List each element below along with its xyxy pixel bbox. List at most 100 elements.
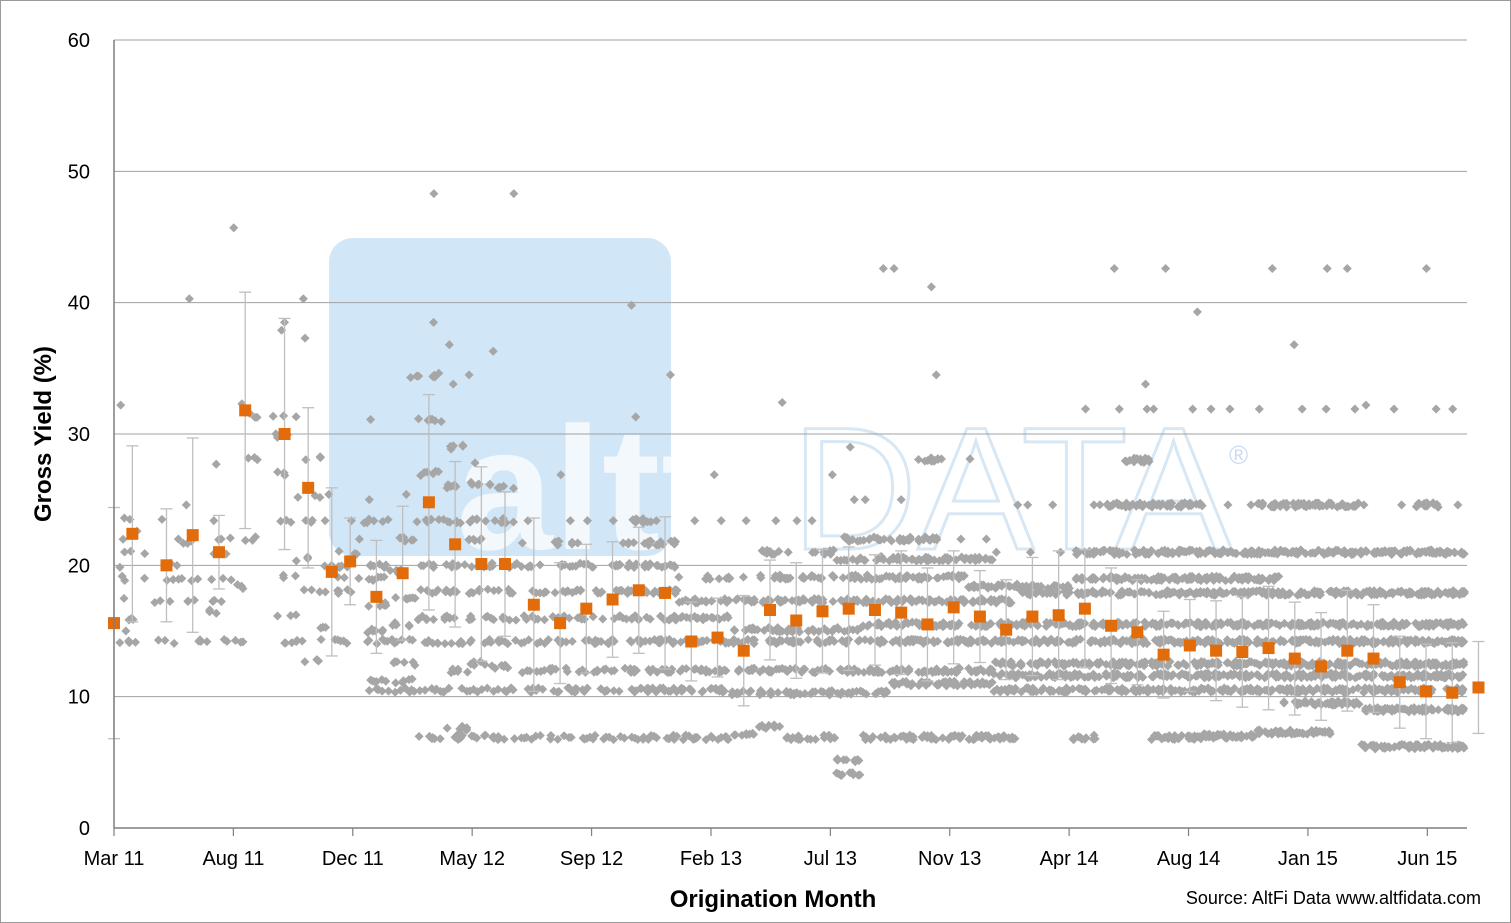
loan-point xyxy=(837,770,847,780)
mean-marker xyxy=(475,558,488,571)
loan-point xyxy=(124,636,134,646)
loan-point xyxy=(677,596,687,606)
mean-marker xyxy=(580,602,593,615)
loan-point xyxy=(620,663,630,673)
loan-point xyxy=(130,637,140,647)
loan-point xyxy=(480,638,490,648)
loan-point xyxy=(406,535,417,545)
loan-point xyxy=(732,688,742,698)
loan-point xyxy=(469,660,479,670)
loan-point xyxy=(268,411,278,421)
loan-point xyxy=(570,684,581,694)
loan-point xyxy=(848,554,858,564)
loan-point xyxy=(173,534,183,544)
loan-point xyxy=(445,517,455,527)
loan-point xyxy=(499,734,509,744)
loan-point xyxy=(708,613,718,623)
mean-marker xyxy=(1393,676,1406,689)
loan-point xyxy=(829,636,839,646)
loan-point xyxy=(1192,307,1202,317)
loan-point xyxy=(293,492,303,502)
loan-point xyxy=(599,665,610,675)
loan-point xyxy=(573,538,583,548)
loan-point xyxy=(676,613,686,623)
loan-point xyxy=(911,596,921,606)
loan-point xyxy=(714,574,724,584)
loan-point xyxy=(1350,404,1360,414)
x-tick-label: Aug 14 xyxy=(1157,848,1220,870)
loan-point xyxy=(849,573,859,583)
loan-point xyxy=(849,495,859,505)
loan-point xyxy=(748,728,758,738)
mean-marker xyxy=(302,481,315,494)
loan-point xyxy=(925,554,935,564)
loan-point xyxy=(840,533,850,543)
loan-point xyxy=(399,657,409,667)
loan-point xyxy=(868,667,878,677)
mean-marker xyxy=(1105,619,1118,632)
loan-point xyxy=(878,263,888,274)
x-axis-title: Origination Month xyxy=(670,886,877,913)
loan-point xyxy=(943,667,953,678)
loan-point xyxy=(642,537,653,547)
loan-point xyxy=(306,517,316,527)
loan-point xyxy=(216,597,226,607)
loan-point xyxy=(697,687,707,697)
loan-point xyxy=(300,657,310,667)
loan-point xyxy=(681,730,691,740)
loan-point xyxy=(286,611,296,621)
loan-point xyxy=(828,596,838,607)
loan-point xyxy=(497,636,507,646)
loan-point xyxy=(527,611,537,621)
loan-point xyxy=(602,686,612,696)
loan-point xyxy=(720,732,730,742)
loan-point xyxy=(665,370,675,380)
loan-point xyxy=(479,731,489,741)
loan-point xyxy=(859,535,869,545)
loan-point xyxy=(655,683,665,693)
watermark-box xyxy=(329,238,671,556)
mean-marker xyxy=(126,527,139,540)
loan-point xyxy=(532,638,542,648)
loan-point xyxy=(535,588,545,598)
loan-point xyxy=(807,516,817,526)
loan-point xyxy=(871,573,881,583)
loan-point xyxy=(852,686,862,696)
loan-point xyxy=(860,555,870,565)
mean-marker xyxy=(422,496,435,509)
mean-marker xyxy=(186,529,199,542)
loan-points xyxy=(115,189,1469,781)
loan-point xyxy=(313,656,324,666)
loan-point xyxy=(315,453,325,463)
loan-point xyxy=(621,614,631,624)
loan-point xyxy=(886,598,896,608)
loan-point xyxy=(652,733,662,743)
mean-marker xyxy=(947,601,960,614)
mean-marker xyxy=(711,631,724,644)
loan-point xyxy=(766,690,776,700)
loan-point xyxy=(489,586,499,596)
loan-point xyxy=(460,560,470,570)
loan-point xyxy=(370,626,380,636)
loan-point xyxy=(536,666,546,677)
loan-point xyxy=(516,562,526,572)
loan-point xyxy=(1448,404,1458,414)
loan-point xyxy=(543,635,553,645)
loan-point xyxy=(189,595,199,605)
loan-point xyxy=(1254,404,1264,414)
mean-marker xyxy=(1210,644,1223,657)
x-tick-label: Dec 11 xyxy=(322,848,384,870)
loan-point xyxy=(859,667,869,677)
loan-point xyxy=(577,685,588,695)
loan-point xyxy=(853,536,863,546)
loan-point xyxy=(769,549,779,559)
loan-point xyxy=(670,585,680,595)
loan-point xyxy=(900,638,911,648)
loan-point xyxy=(631,686,641,696)
loan-point xyxy=(784,637,794,647)
loan-point xyxy=(1342,263,1352,274)
loan-point xyxy=(370,677,380,687)
loan-point xyxy=(401,594,411,604)
loan-point xyxy=(1322,263,1332,274)
loan-point xyxy=(1267,263,1277,274)
